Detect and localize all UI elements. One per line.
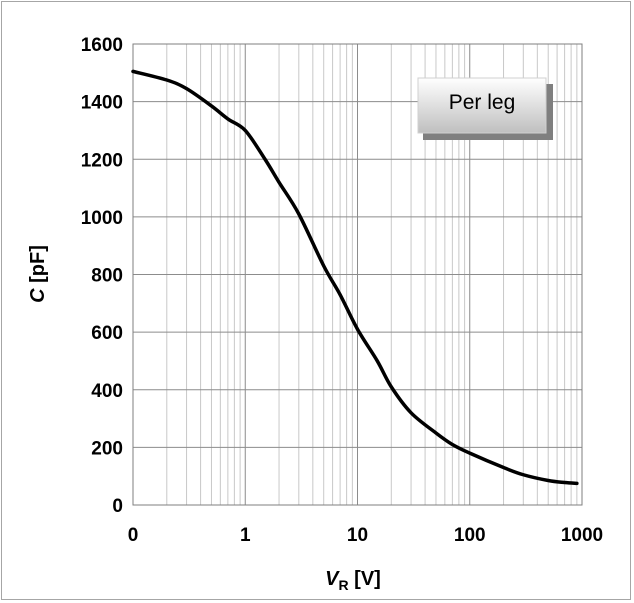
legend-box-text: Per leg	[449, 91, 516, 114]
legend-box-face	[417, 77, 547, 134]
plot-area-border	[132, 43, 583, 506]
y-tick-label: 1000	[81, 208, 123, 229]
y-tick-label: 800	[91, 266, 123, 287]
x-axis-title-main: V	[325, 568, 340, 590]
y-axis-title-main: C	[27, 288, 49, 303]
y-axis-title-unit: [pF]	[27, 245, 49, 288]
legend-box: Per leg	[417, 77, 553, 140]
series-layer	[131, 69, 579, 486]
x-tick-label: 1000	[561, 525, 603, 546]
y-tick-labels: 0 200 400 600 800 1000 1200 1400 1600	[81, 35, 123, 517]
x-tick-label: 10	[347, 525, 368, 546]
x-tick-label: 100	[454, 525, 486, 546]
y-tick-label: 200	[91, 438, 123, 459]
y-axis-title: C [pF]	[27, 245, 49, 303]
y-tick-label: 1400	[81, 93, 123, 114]
x-tick-label: 1	[240, 525, 251, 546]
x-axis-title-unit: [V]	[349, 568, 381, 590]
x-axis-title: VR [V]	[325, 568, 381, 593]
series-line	[131, 69, 579, 486]
y-tick-label: 400	[91, 381, 123, 402]
x-tick-label: 0	[128, 525, 139, 546]
y-tick-label: 1200	[81, 150, 123, 171]
x-tick-labels: 0 1 10 100 1000	[128, 525, 603, 546]
y-tick-label: 1600	[81, 35, 123, 56]
y-tick-label: 0	[112, 496, 123, 517]
y-tick-label: 600	[91, 323, 123, 344]
x-axis-title-subscript: R	[339, 577, 349, 593]
